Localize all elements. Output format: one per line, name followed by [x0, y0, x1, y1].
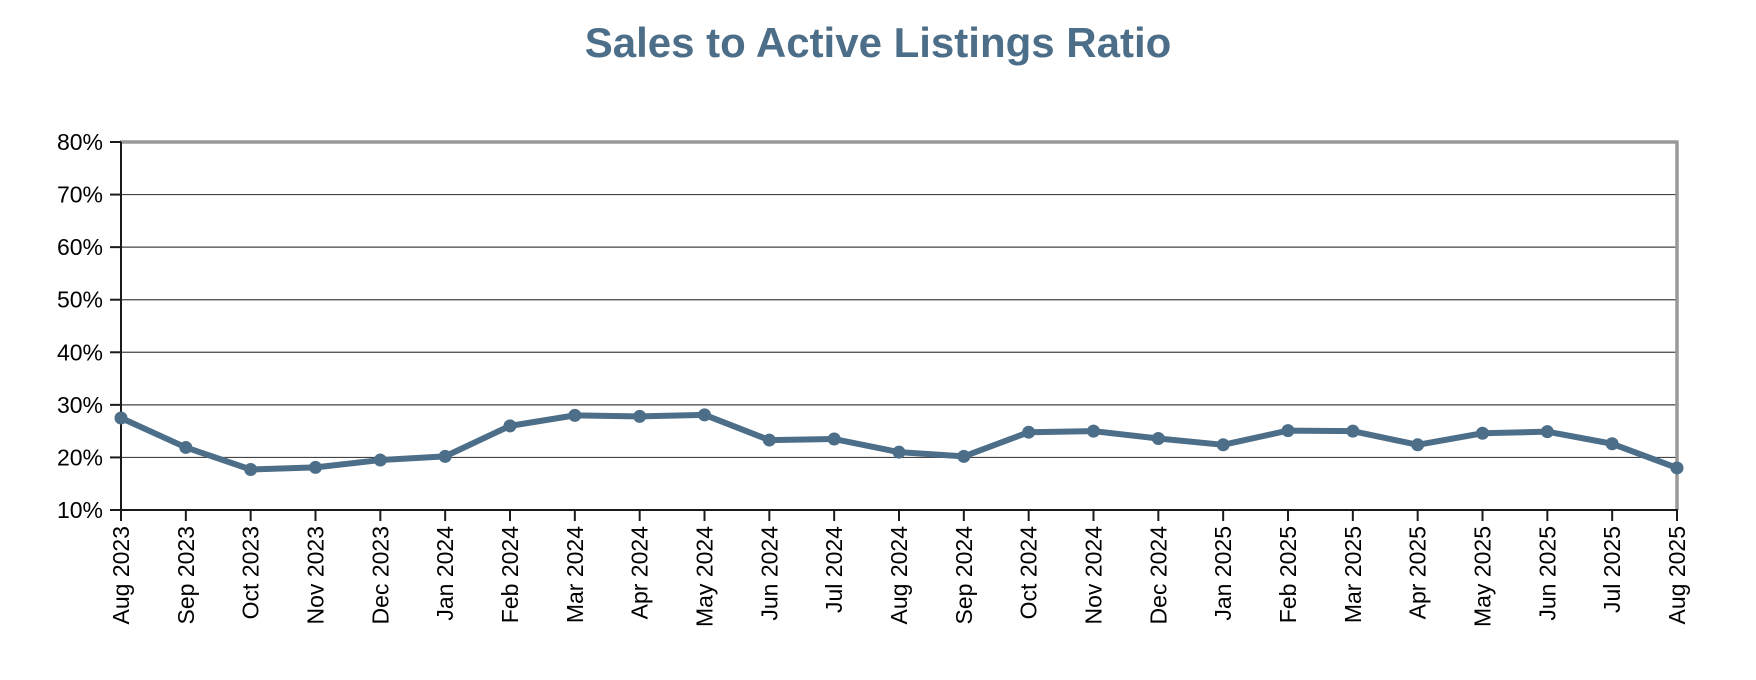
y-tick-label: 60% — [57, 234, 103, 260]
data-point — [698, 408, 711, 422]
data-point — [892, 445, 906, 459]
y-tick-label: 50% — [57, 287, 103, 313]
data-point — [827, 432, 841, 446]
x-tick-label: Jun 2025 — [1534, 526, 1560, 621]
data-point — [1411, 438, 1425, 452]
y-tick-label: 40% — [57, 339, 103, 365]
x-tick-label: Jul 2024 — [821, 526, 847, 613]
y-tick-label: 10% — [57, 497, 103, 523]
x-tick-label: Aug 2023 — [108, 526, 134, 624]
data-point — [244, 463, 258, 477]
x-tick-label: Nov 2024 — [1081, 526, 1107, 625]
data-point — [1346, 424, 1360, 438]
x-tick-label: Oct 2023 — [238, 526, 264, 619]
x-tick-label: Feb 2025 — [1275, 526, 1301, 623]
x-tick-label: Mar 2025 — [1340, 526, 1366, 623]
x-tick-label: May 2024 — [692, 526, 718, 627]
x-tick-label: Dec 2023 — [367, 526, 393, 624]
x-tick-label: May 2025 — [1470, 526, 1496, 627]
sales-to-active-listings-line-chart: 10% 20% 30% 40% 50% 60% 70% 80% Aug 2023 Sep 2023… — [57, 129, 1690, 627]
x-tick-label: Mar 2024 — [562, 526, 588, 623]
y-tick-label: 70% — [57, 182, 103, 208]
x-tick-label: Jan 2025 — [1210, 526, 1236, 621]
data-point — [1605, 437, 1619, 451]
data-point — [114, 411, 128, 425]
data-point — [1670, 461, 1684, 475]
x-tick-label: Nov 2023 — [303, 526, 329, 624]
x-tick-label: Jun 2024 — [756, 526, 782, 621]
x-tick-label: Jan 2024 — [432, 526, 458, 621]
x-tick-label: Apr 2025 — [1405, 526, 1431, 619]
chart-title: Sales to Active Listings Ratio — [584, 19, 1172, 66]
data-point — [1087, 424, 1100, 438]
data-point — [568, 408, 582, 422]
data-point — [179, 440, 193, 454]
x-tick-label: Aug 2025 — [1664, 526, 1690, 624]
x-tick-label: Jul 2025 — [1599, 526, 1625, 613]
data-point — [1476, 426, 1489, 440]
data-point — [373, 453, 387, 467]
x-tick-label: Dec 2024 — [1145, 526, 1171, 625]
data-point — [309, 460, 322, 474]
data-point — [1540, 425, 1554, 439]
x-tick-label: Aug 2024 — [886, 526, 912, 625]
x-tick-label: Oct 2024 — [1016, 526, 1042, 620]
x-tick-label: Sep 2024 — [951, 526, 977, 625]
x-tick-label: Sep 2023 — [173, 526, 199, 624]
data-point — [1022, 425, 1036, 439]
data-point — [957, 449, 971, 463]
x-tick-label: Apr 2024 — [627, 526, 653, 620]
data-point — [1281, 424, 1295, 438]
data-point — [438, 449, 452, 463]
data-point — [503, 419, 517, 433]
y-tick-label: 80% — [57, 129, 103, 155]
data-point — [1216, 438, 1230, 452]
data-point — [762, 433, 776, 447]
y-tick-label: 20% — [57, 444, 103, 470]
y-tick-label: 30% — [57, 392, 103, 418]
trend-line — [118, 411, 1680, 473]
x-tick-label: Feb 2024 — [497, 526, 523, 623]
data-point — [633, 409, 647, 423]
data-point — [1151, 432, 1165, 446]
